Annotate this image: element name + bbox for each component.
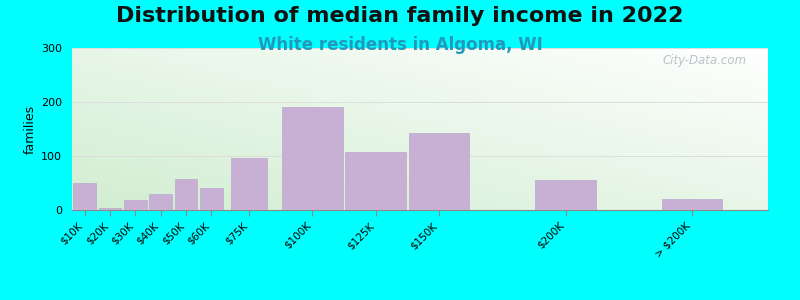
Bar — [200, 188, 222, 210]
Text: City-Data.com: City-Data.com — [663, 55, 747, 68]
Bar — [98, 208, 122, 210]
Text: White residents in Algoma, WI: White residents in Algoma, WI — [258, 36, 542, 54]
Bar — [174, 179, 198, 210]
Y-axis label: families: families — [24, 104, 37, 154]
Bar — [74, 183, 96, 210]
Bar — [662, 199, 722, 210]
Text: Distribution of median family income in 2022: Distribution of median family income in … — [116, 6, 684, 26]
Bar — [282, 107, 343, 210]
Bar — [124, 200, 146, 210]
Bar — [231, 158, 267, 210]
Bar — [346, 152, 406, 210]
Bar — [535, 180, 596, 210]
Bar — [149, 194, 172, 210]
Bar — [409, 133, 470, 210]
